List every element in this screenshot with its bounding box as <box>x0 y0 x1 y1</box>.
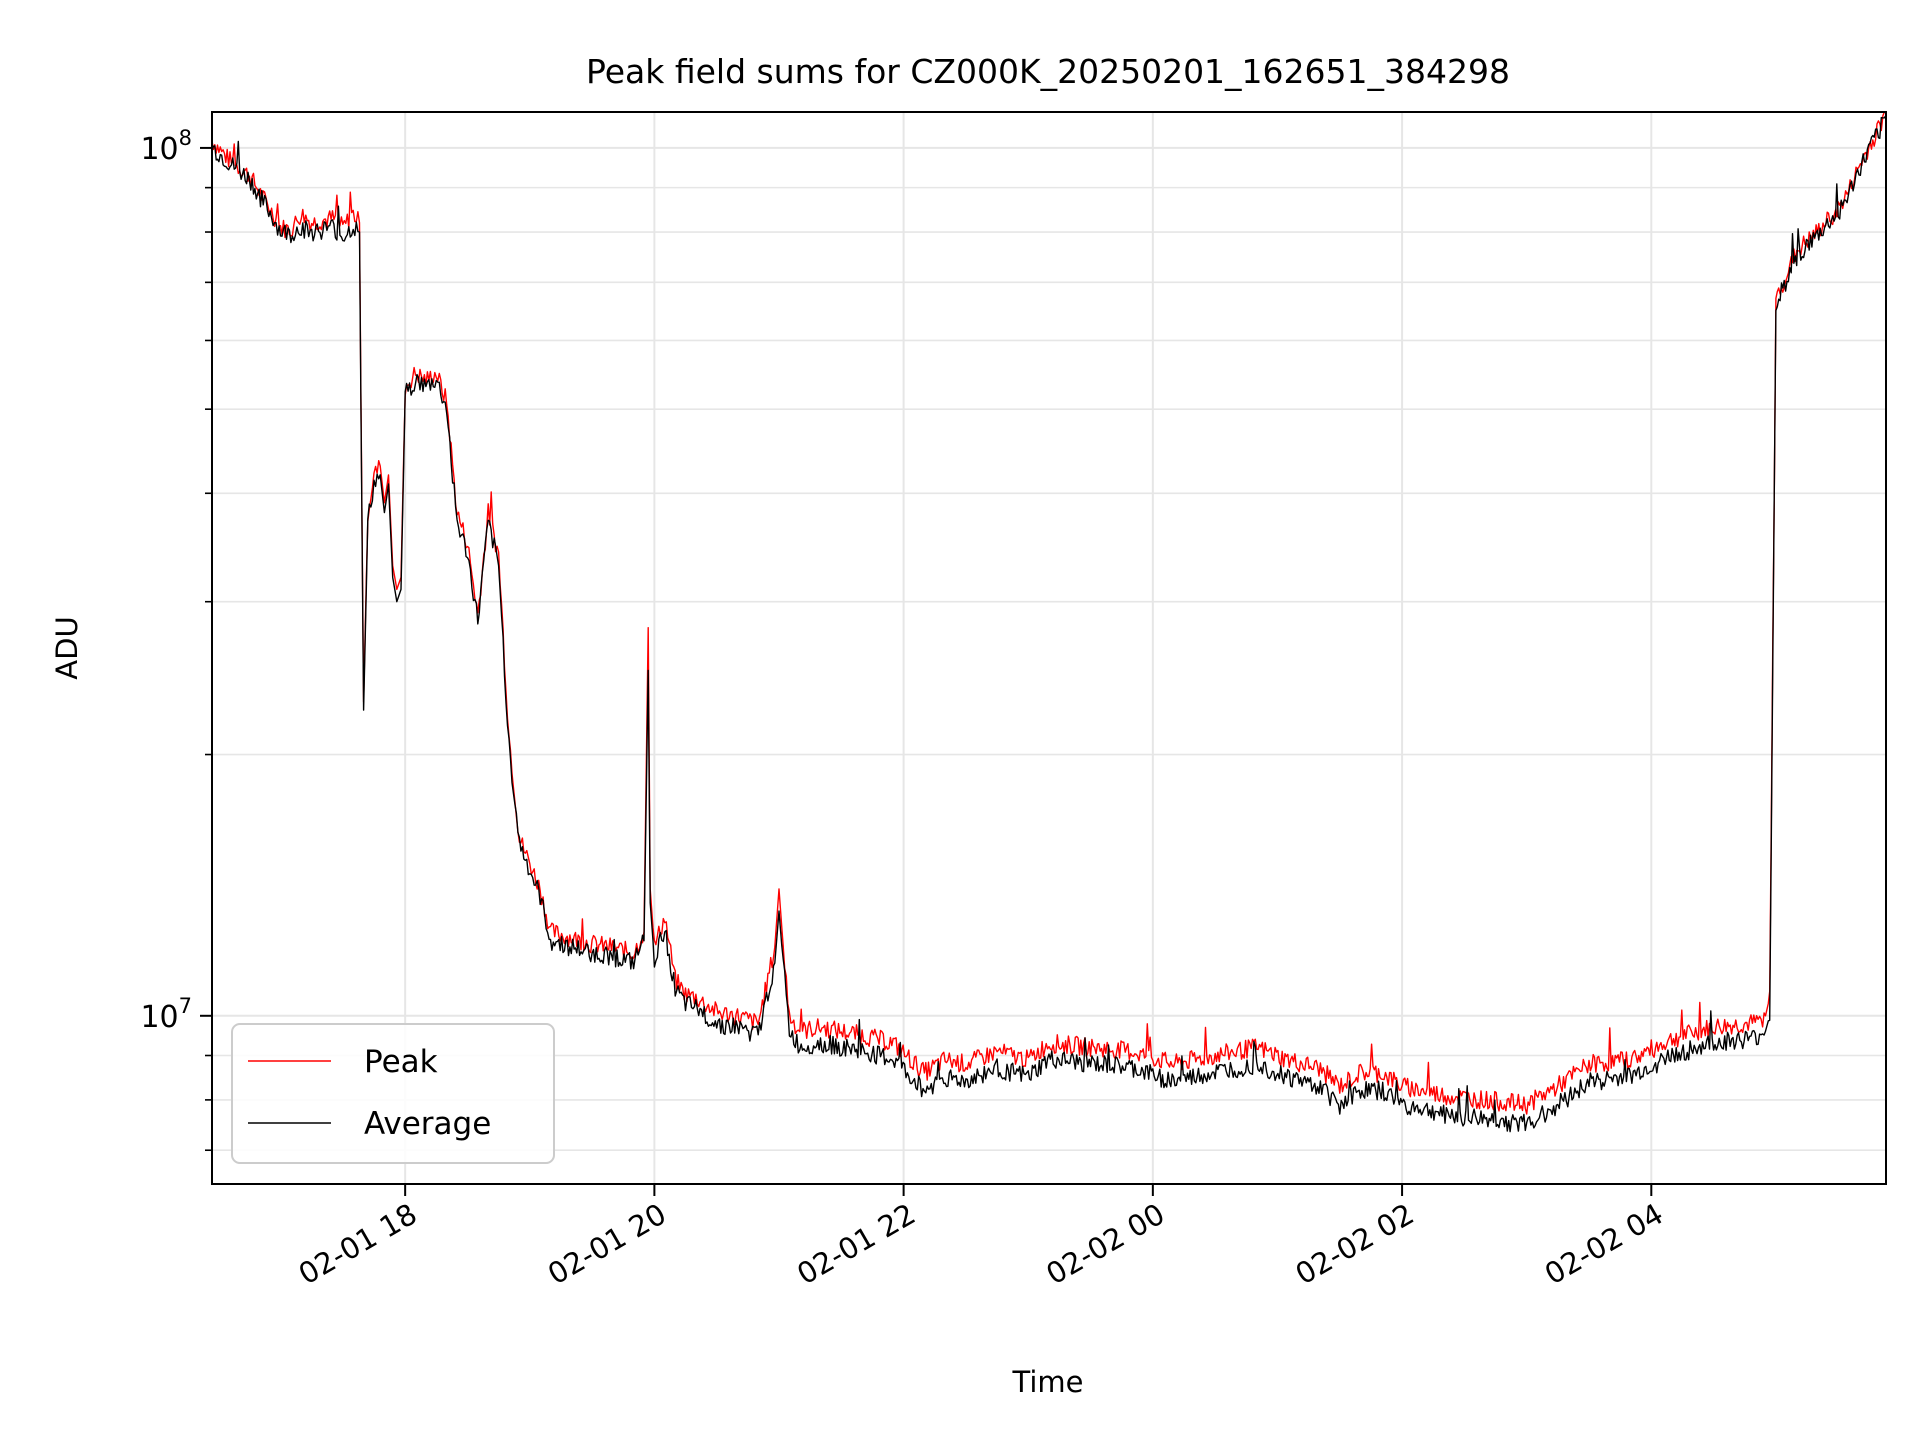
y-tick-base: 10 <box>140 132 178 167</box>
chart-title: Peak field sums for CZ000K_20250201_1626… <box>586 52 1510 91</box>
legend-box <box>231 1023 555 1164</box>
y-tick-label: 108 <box>140 126 192 167</box>
series-line-peak <box>211 111 1886 1115</box>
legend-label-average: Average <box>364 1106 491 1142</box>
y-tick-base: 10 <box>140 1000 178 1035</box>
series-line-average <box>211 115 1887 1133</box>
legend: Peak Average <box>231 1023 555 1164</box>
series-lines <box>211 111 1887 1133</box>
y-tick-label: 107 <box>140 994 192 1035</box>
legend-label-peak: Peak <box>364 1044 438 1080</box>
y-tick-exponent: 8 <box>179 126 192 150</box>
x-axis-label: Time <box>1012 1365 1084 1399</box>
y-axis-label: ADU <box>50 616 84 679</box>
plot-frame <box>211 111 1887 1185</box>
y-tick-exponent: 7 <box>179 994 192 1018</box>
